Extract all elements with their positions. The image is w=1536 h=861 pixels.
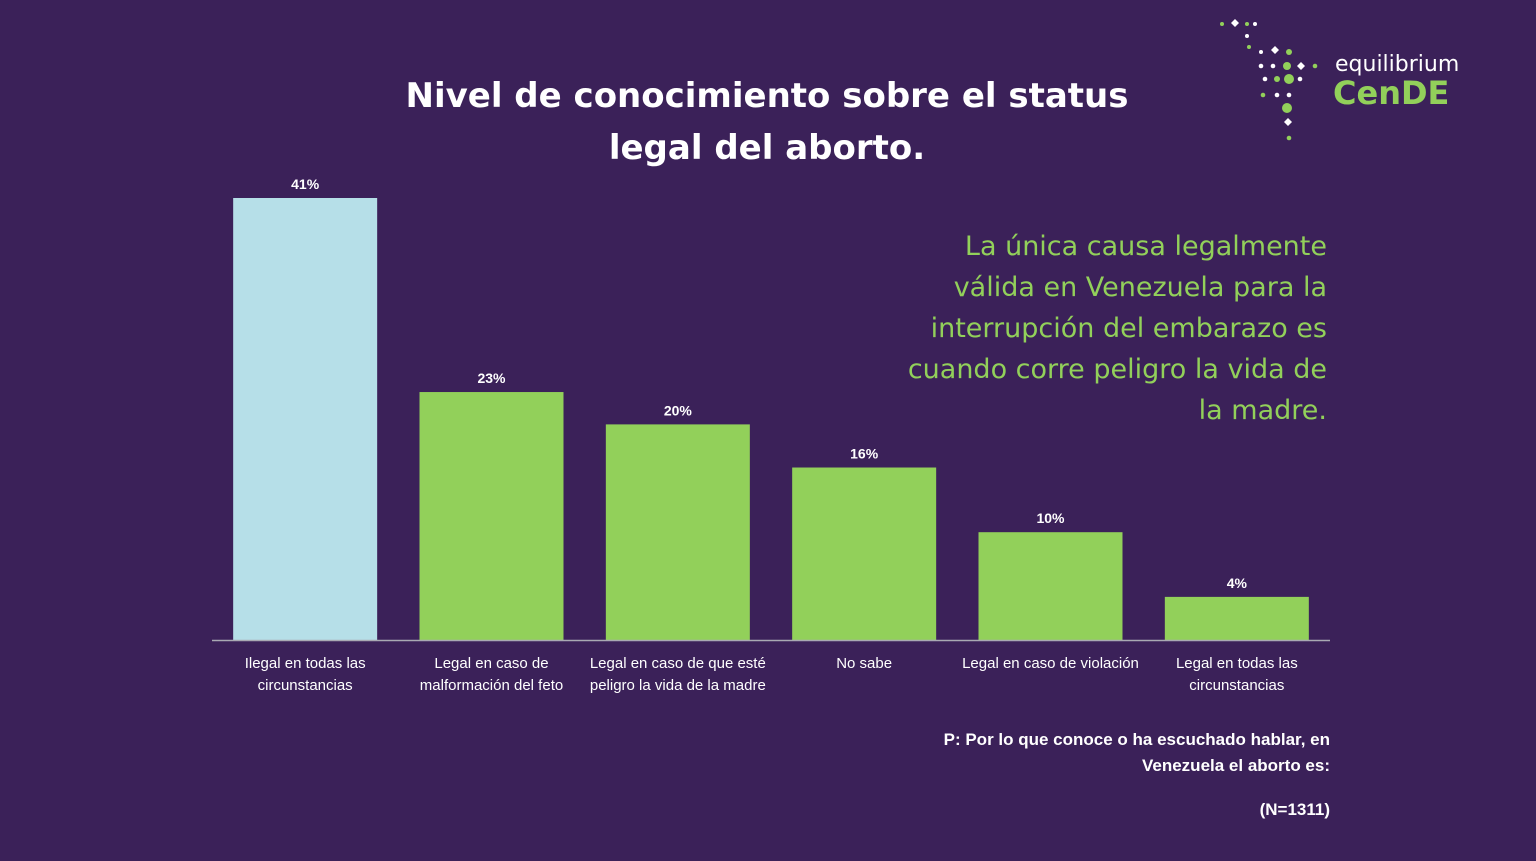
- chart-title-line-2: legal del aborto.: [608, 128, 926, 168]
- question-line-2: Venezuela el aborto es:: [1141, 756, 1330, 775]
- bar-4: [792, 467, 937, 640]
- value-label-4: 16%: [850, 446, 879, 462]
- sample-size: (N=1311): [1259, 800, 1330, 819]
- bar-2: [419, 392, 564, 640]
- bar-1: [233, 198, 378, 640]
- logo-wordmark-top: equilibrium: [1335, 52, 1460, 77]
- chart-title-line-1: Nivel de conocimiento sobre el status: [405, 76, 1129, 116]
- survey-question: P: Por lo que conoce o ha escuchado habl…: [860, 727, 1330, 779]
- chart-title: Nivel de conocimiento sobre el status le…: [300, 70, 1234, 174]
- category-label-4: No sabe: [836, 655, 892, 672]
- value-label-2: 23%: [477, 370, 506, 386]
- category-label-6: Legal en todas las circunstancias: [1176, 655, 1298, 694]
- bar-5: [978, 532, 1123, 640]
- value-label-6: 4%: [1227, 575, 1248, 591]
- equilibrium-cende-logo: equilibrium CenDE: [1215, 12, 1475, 147]
- dot-map-icon: [1220, 19, 1318, 141]
- annotation-line-3: interrupción del embarazo es: [930, 313, 1327, 344]
- annotation-line-5: la madre.: [1198, 395, 1327, 426]
- category-label-1: Ilegal en todas las circunstancias: [245, 655, 366, 694]
- value-label-5: 10%: [1036, 510, 1065, 526]
- category-label-2: Legal en caso de malformación del feto: [420, 655, 563, 694]
- logo-wordmark-bottom: CenDE: [1333, 74, 1450, 112]
- category-label-5: Legal en caso de violación: [962, 655, 1139, 672]
- value-label-3: 20%: [664, 402, 693, 418]
- chart-annotation: La única causa legalmente válida en Vene…: [840, 226, 1327, 431]
- category-label-3: Legal en caso de que esté peligro la vida…: [590, 655, 766, 694]
- question-line-1: P: Por lo que conoce o ha escuchado habl…: [943, 730, 1330, 749]
- value-label-1: 41%: [291, 176, 320, 192]
- bar-6: [1164, 596, 1309, 640]
- annotation-line-4: cuando corre peligro la vida de: [907, 354, 1327, 385]
- annotation-line-2: válida en Venezuela para la: [953, 272, 1327, 303]
- bar-3: [605, 424, 750, 640]
- annotation-line-1: La única causa legalmente: [964, 231, 1327, 262]
